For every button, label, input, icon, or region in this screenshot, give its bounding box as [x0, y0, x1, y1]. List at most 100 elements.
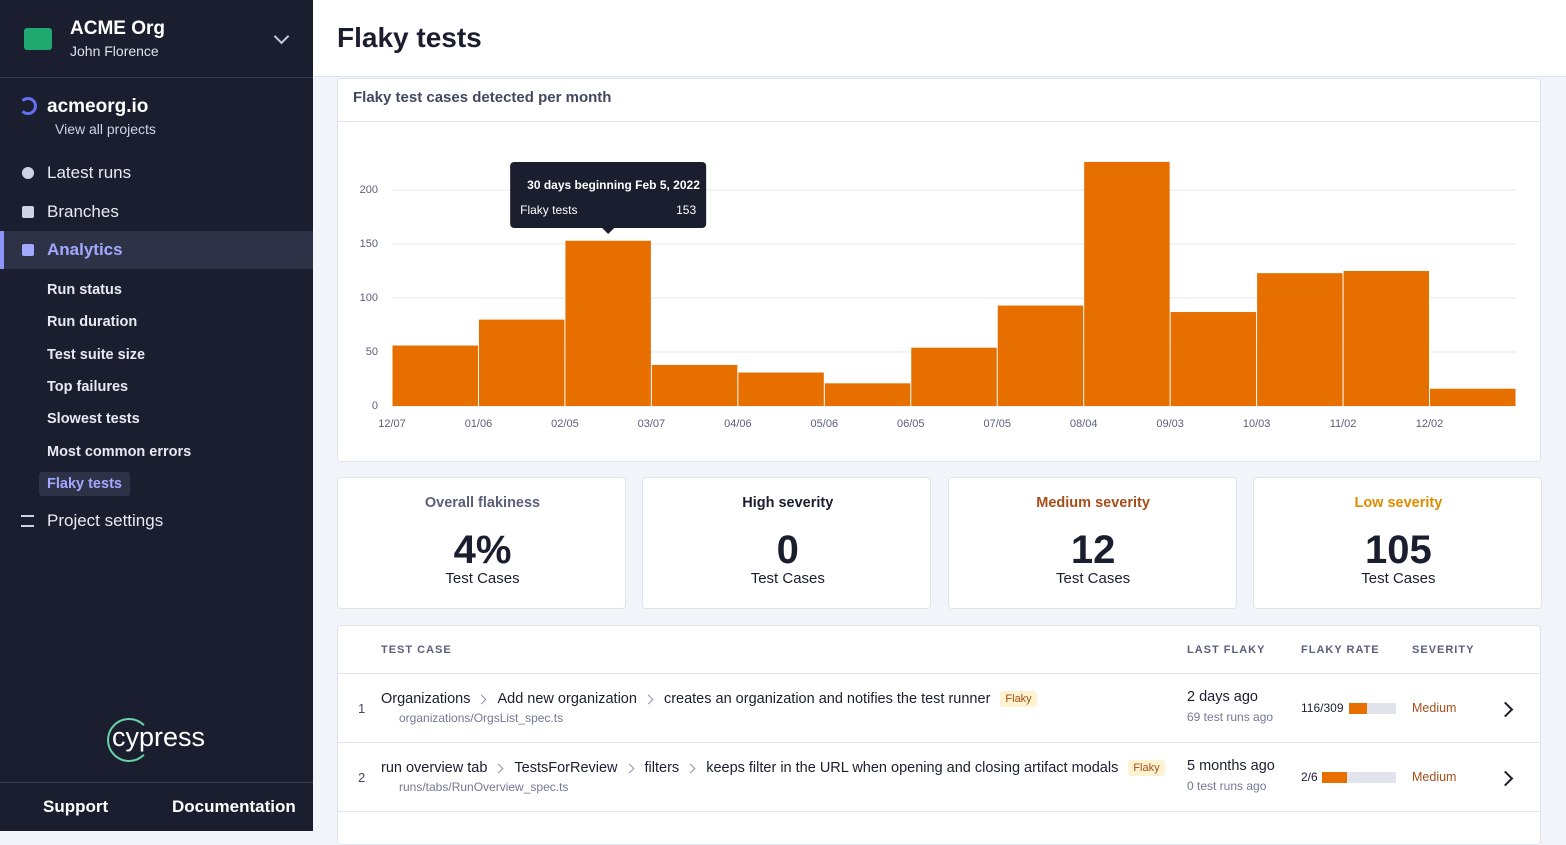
path-part: filters: [644, 760, 680, 776]
row-index: 2: [358, 770, 366, 785]
stat-unit: Test Cases: [1361, 570, 1436, 587]
path-part: keeps filter in the URL when opening and…: [706, 760, 1119, 776]
column-header: SEVERITY: [1412, 644, 1475, 656]
divider: [338, 121, 1540, 122]
divider: [0, 782, 313, 783]
logo-mark: [107, 718, 151, 762]
path-part: Add new organization: [497, 691, 637, 707]
breadcrumb-separator: [477, 694, 487, 704]
stat-label: Low severity: [1354, 495, 1443, 511]
bar: [651, 364, 738, 406]
x-tick-label: 03/07: [638, 418, 666, 430]
stat-unit: Test Cases: [1055, 570, 1131, 587]
rate-bar: [1349, 703, 1367, 714]
stat-unit: Test Cases: [750, 570, 825, 587]
subnav-item[interactable]: Test suite size: [47, 346, 146, 363]
nav-item[interactable]: Project settings: [47, 511, 164, 530]
subnav-item[interactable]: Top failures: [47, 378, 129, 395]
subnav-item[interactable]: Run status: [47, 282, 122, 298]
runs-ago: 0 test runs ago: [1187, 779, 1267, 793]
stat-label: Overall flakiness: [424, 495, 541, 511]
nav-icon: [22, 205, 34, 218]
stat-unit: Test Cases: [445, 570, 520, 587]
bar: [738, 372, 824, 406]
test-path: Organizations Add new organization creates…: [381, 691, 1037, 707]
stat-label: Medium severity: [1036, 495, 1150, 511]
column-header: FLAKY RATE: [1301, 644, 1380, 656]
nav-icon: [22, 167, 34, 179]
row-chevron[interactable]: [1497, 701, 1514, 718]
user-name: John Florence: [70, 43, 159, 59]
rate-bar: [1322, 772, 1347, 783]
breadcrumb-separator: [685, 763, 696, 773]
column-header: TEST CASE: [381, 644, 452, 656]
row-chevron[interactable]: [1497, 770, 1514, 787]
nav-active: [0, 231, 313, 269]
row-divider: [338, 742, 1540, 743]
y-tick-label: 100: [360, 292, 378, 304]
path-part: Organizations: [381, 691, 471, 707]
bar: [1257, 273, 1343, 406]
bar: [1084, 161, 1170, 406]
x-tick-label: 08/04: [1070, 418, 1098, 430]
bar: [997, 305, 1084, 406]
tooltip: [510, 162, 707, 228]
y-tick-label: 50: [366, 346, 378, 358]
file-path: organizations/OrgsList_spec.ts: [399, 711, 564, 725]
subnav-item[interactable]: Flaky tests: [39, 471, 130, 496]
bar: [478, 319, 565, 406]
subnav-item[interactable]: Slowest tests: [47, 411, 140, 428]
x-tick-label: 01/06: [465, 418, 493, 430]
nav-item[interactable]: Branches: [47, 201, 119, 221]
back-link[interactable]: View all projects: [55, 121, 156, 137]
project-name: acmeorg.io: [47, 96, 149, 117]
flaky-tag: Flaky: [1128, 760, 1165, 776]
sidebar: ACME Org John Florence acmeorg.io View all …: [0, 0, 313, 831]
subnav-item[interactable]: Run duration: [47, 314, 138, 331]
x-tick-label: 12/02: [1416, 418, 1444, 430]
bar: [392, 345, 478, 406]
nav-item[interactable]: Latest runs: [47, 163, 132, 182]
nav-item[interactable]: Analytics: [47, 240, 123, 259]
tooltip-title: 30 days beginning Feb 5, 2022: [527, 178, 700, 192]
runs-ago: 69 test runs ago: [1187, 710, 1274, 724]
y-tick-label: 150: [360, 238, 378, 250]
footer-link[interactable]: Documentation: [172, 797, 296, 816]
stat-value: 4%: [453, 528, 512, 572]
path-part: creates an organization and notifies the…: [663, 691, 991, 707]
x-tick-label: 05/06: [811, 418, 839, 430]
stat-label: High severity: [742, 495, 834, 511]
nav-icon: [21, 515, 34, 527]
y-tick-label: 0: [372, 400, 378, 412]
page-title: Flaky tests: [337, 22, 482, 53]
project-icon: [19, 97, 37, 115]
stat-value: 0: [776, 528, 799, 572]
x-tick-label: 06/05: [897, 418, 925, 430]
column-header: LAST FLAKY: [1187, 644, 1266, 656]
bar: [911, 347, 997, 406]
flaky-rate: 116/309: [1301, 701, 1344, 715]
row-divider: [338, 811, 1540, 812]
rate-track: [1322, 772, 1396, 783]
footer-link[interactable]: Support: [43, 797, 109, 816]
stat-card: Medium severity 12 Test Cases: [947, 477, 1237, 609]
chart: 0 50 100 150 200 12/07 01/06 02/05 03/07 04/06 05/…: [360, 161, 1516, 430]
org-name[interactable]: ACME Org: [70, 18, 165, 39]
y-tick-label: 200: [360, 184, 378, 196]
x-tick-label: 10/03: [1243, 418, 1271, 430]
file-path: runs/tabs/RunOverview_spec.ts: [399, 780, 569, 794]
tooltip-value: 153: [676, 203, 696, 217]
x-tick-label: 02/05: [551, 418, 579, 430]
breadcrumb-separator: [643, 694, 654, 704]
table-card: TEST CASE LAST FLAKY FLAKY RATE SEVERITY 1 Or…: [337, 625, 1541, 845]
header: Flaky tests: [313, 0, 1566, 77]
path-part: run overview tab: [381, 760, 488, 776]
chart-title: Flaky test cases detected per month: [353, 89, 612, 106]
subnav-item[interactable]: Most common errors: [47, 443, 192, 460]
x-tick-label: 04/06: [724, 418, 752, 430]
x-tick-label: 11/02: [1330, 418, 1357, 430]
flaky-rate: 2/6: [1301, 770, 1318, 784]
stat-value: 12: [1070, 528, 1116, 572]
row-divider: [338, 673, 1540, 674]
